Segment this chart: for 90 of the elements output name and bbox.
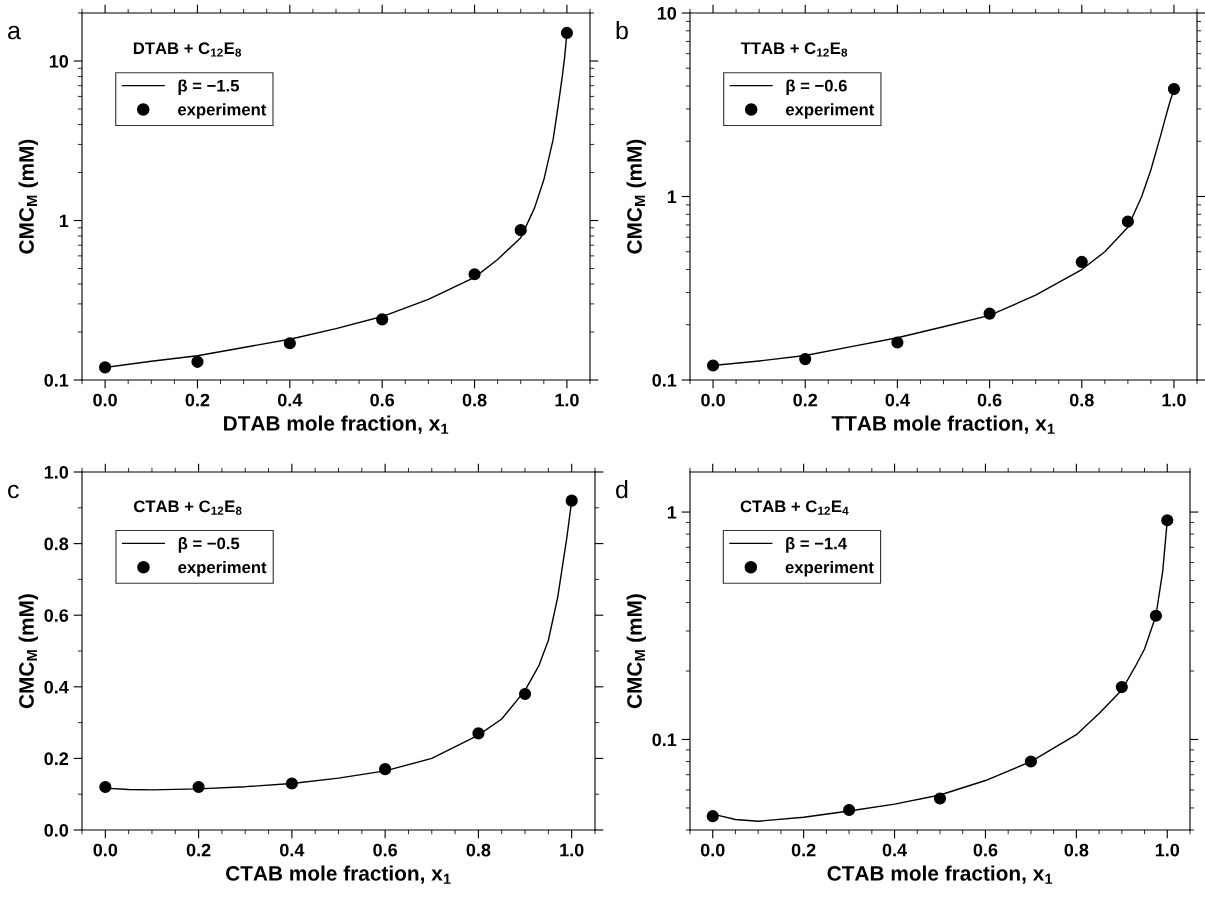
x-axis-title: TTAB mole fraction, x$_{1}$ (831, 415, 1055, 434)
point (983, 307, 996, 320)
x-tick-label: 0.0 (701, 393, 725, 407)
point (472, 727, 485, 740)
y-tick-label: 0.2 (44, 752, 69, 766)
x-axis-title: CTAB mole fraction, x$_{1}$ (226, 865, 451, 884)
point (379, 763, 392, 776)
y-tick-label: 0.1 (652, 373, 677, 387)
y-tick-label: 10 (657, 6, 677, 20)
legend-label: β = −0.5 (178, 537, 240, 553)
point (1075, 255, 1088, 269)
point (1149, 609, 1162, 622)
point (1024, 755, 1037, 768)
x-tick-label: 0.6 (977, 393, 1002, 407)
x-tick-label: 0.4 (277, 393, 303, 407)
legend-label: β = −1.5 (178, 79, 239, 95)
point (514, 224, 527, 237)
x-tick-label: 0.4 (885, 393, 910, 407)
x-tick-label: 0.8 (466, 843, 491, 857)
y-tick-label: 0.8 (44, 537, 69, 551)
x-tick-label: 0.8 (1069, 393, 1094, 407)
x-tick-label: 0.0 (700, 843, 725, 857)
x-axis-title: CTAB mole fraction, x$_{1}$ (827, 865, 1053, 884)
point (285, 777, 298, 790)
x-tick-label: 0.8 (462, 393, 487, 407)
x-tick-label: 0.2 (186, 843, 211, 857)
text: b (616, 21, 628, 40)
point (1121, 215, 1134, 228)
point (1161, 514, 1174, 527)
annotation: TTAB + C$_{12}$E$_{8}$ (740, 42, 848, 57)
y-tick-label: 1 (667, 190, 677, 204)
x-tick-label: 0.2 (793, 393, 818, 407)
x-tick-label: 0.6 (973, 843, 998, 857)
point (1115, 681, 1128, 694)
annotation: CTAB + C$_{12}$E$_{8}$ (133, 500, 242, 515)
point (706, 359, 720, 372)
legend-label: experiment (786, 103, 875, 119)
y-axis-title: CMC$_{M}$ (mM) (626, 139, 646, 254)
x-tick-label: 1.0 (1162, 393, 1186, 407)
y-tick-label: 0.1 (44, 373, 69, 387)
point (843, 803, 856, 817)
x-tick-label: 0.4 (280, 843, 305, 857)
x-tick-label: 0.2 (185, 393, 210, 407)
text: c (8, 484, 19, 499)
legend-label: β = −0.6 (786, 79, 847, 95)
point (706, 810, 719, 823)
y-tick-label: 1.0 (44, 465, 69, 479)
y-tick-label: 10 (49, 54, 69, 68)
legend-label: experiment (178, 103, 267, 119)
point (560, 26, 573, 40)
legend-label: experiment (785, 560, 874, 577)
annotation: CTAB + C$_{12}$E$_{4}$ (740, 500, 849, 515)
point (468, 268, 481, 281)
point (1167, 82, 1181, 96)
x-axis-title: DTAB mole fraction, x$_{1}$ (224, 415, 449, 434)
y-tick-label: 0.6 (44, 609, 69, 622)
x-tick-label: 0.8 (1064, 843, 1089, 857)
point (933, 792, 947, 805)
y-tick-label: 0.1 (652, 733, 677, 747)
x-tick-label: 0.2 (791, 843, 816, 857)
point (565, 494, 578, 507)
text: a (8, 25, 21, 40)
y-tick-label: 0.0 (44, 823, 69, 837)
y-axis-title: CMC$_{M}$ (mM) (18, 139, 38, 254)
point (283, 337, 296, 350)
y-tick-label: 1 (667, 506, 677, 519)
x-tick-label: 0.6 (370, 393, 395, 407)
y-tick-label: 0.4 (44, 680, 69, 694)
point (891, 336, 904, 349)
point (99, 780, 112, 794)
y-axis-title: CMC$_{M}$ (mM) (626, 594, 646, 709)
point (191, 355, 204, 368)
point (799, 353, 812, 366)
x-tick-label: 1.0 (555, 393, 579, 407)
legend-label: β = −1.4 (786, 537, 847, 553)
point (518, 687, 532, 701)
point (99, 361, 112, 374)
annotation: DTAB + C$_{12}$E$_{8}$ (133, 42, 242, 57)
y-tick-label: 1 (59, 214, 69, 228)
y-axis-title: CMC$_{M}$ (mM) (18, 594, 38, 709)
x-tick-label: 0.0 (93, 393, 117, 407)
x-tick-label: 0.4 (882, 843, 907, 857)
x-tick-label: 1.0 (1155, 843, 1180, 857)
text: d (616, 480, 628, 499)
point (376, 313, 389, 326)
x-tick-label: 1.0 (560, 843, 584, 857)
x-tick-label: 0.6 (373, 843, 398, 857)
x-tick-label: 0.0 (93, 843, 118, 857)
point (192, 780, 205, 794)
legend-label: experiment (178, 560, 267, 577)
